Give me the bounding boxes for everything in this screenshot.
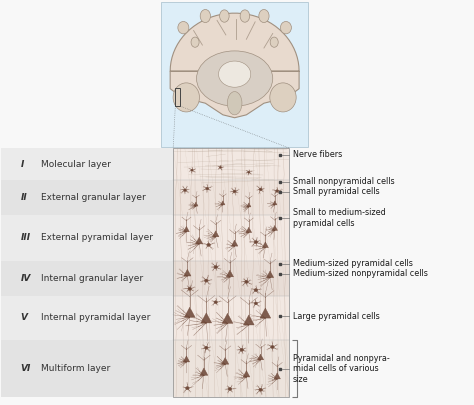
Polygon shape: [244, 315, 254, 325]
Circle shape: [204, 346, 208, 350]
Text: External pyramidal layer: External pyramidal layer: [41, 233, 153, 242]
Bar: [173, 148, 289, 397]
Circle shape: [219, 166, 221, 168]
Circle shape: [191, 169, 193, 171]
Polygon shape: [201, 313, 212, 323]
Circle shape: [188, 287, 191, 290]
Polygon shape: [243, 371, 250, 377]
Ellipse shape: [281, 21, 292, 34]
Text: V: V: [20, 313, 27, 322]
Circle shape: [185, 387, 189, 390]
Circle shape: [204, 279, 208, 282]
Polygon shape: [194, 202, 198, 206]
Bar: [161, 2, 308, 147]
Bar: [0, 340, 173, 397]
Polygon shape: [246, 203, 251, 207]
Polygon shape: [274, 373, 281, 379]
Polygon shape: [170, 13, 299, 118]
Bar: [0, 261, 173, 296]
Bar: [175, 88, 180, 106]
Circle shape: [214, 301, 218, 304]
Polygon shape: [231, 240, 238, 246]
Circle shape: [245, 280, 248, 284]
Circle shape: [183, 189, 187, 192]
Text: Pyramidal and nonpyra-
midal cells of various
size: Pyramidal and nonpyra- midal cells of va…: [293, 354, 390, 384]
Ellipse shape: [270, 83, 296, 112]
Text: Molecular layer: Molecular layer: [41, 160, 111, 168]
Circle shape: [259, 388, 263, 391]
Polygon shape: [183, 356, 190, 362]
Circle shape: [228, 388, 232, 390]
Text: II: II: [20, 193, 27, 202]
Ellipse shape: [197, 51, 273, 106]
Polygon shape: [262, 242, 268, 247]
Circle shape: [254, 288, 258, 292]
Polygon shape: [221, 358, 229, 364]
Text: Nerve fibers: Nerve fibers: [293, 150, 342, 160]
Circle shape: [271, 345, 274, 349]
Text: Large pyramidal cells: Large pyramidal cells: [293, 312, 380, 321]
Polygon shape: [257, 354, 264, 360]
Text: Multiform layer: Multiform layer: [41, 364, 110, 373]
Polygon shape: [273, 201, 277, 205]
Ellipse shape: [259, 9, 269, 23]
Ellipse shape: [191, 37, 199, 47]
Polygon shape: [184, 307, 195, 317]
Bar: [0, 180, 173, 215]
Ellipse shape: [219, 10, 229, 22]
Polygon shape: [183, 226, 189, 232]
Polygon shape: [196, 237, 203, 244]
Polygon shape: [272, 226, 277, 230]
Bar: [0, 148, 173, 180]
Text: VI: VI: [20, 364, 31, 373]
Polygon shape: [226, 270, 234, 277]
Circle shape: [214, 266, 218, 269]
Ellipse shape: [228, 92, 242, 115]
Bar: [173, 261, 289, 296]
Text: Small pyramidal cells: Small pyramidal cells: [293, 187, 379, 196]
Polygon shape: [184, 269, 191, 276]
Bar: [173, 296, 289, 340]
Text: External granular layer: External granular layer: [41, 193, 146, 202]
Polygon shape: [246, 227, 252, 232]
Circle shape: [259, 188, 262, 191]
Ellipse shape: [173, 83, 200, 112]
Bar: [173, 148, 289, 180]
Text: Medium-sized nonpyramidal cells: Medium-sized nonpyramidal cells: [293, 269, 428, 279]
Polygon shape: [266, 271, 273, 277]
Circle shape: [233, 190, 236, 193]
Bar: [173, 215, 289, 261]
Polygon shape: [221, 201, 225, 205]
Polygon shape: [200, 368, 208, 375]
Circle shape: [254, 241, 258, 244]
Ellipse shape: [240, 10, 250, 22]
Ellipse shape: [200, 9, 210, 23]
Text: I: I: [20, 160, 24, 168]
Circle shape: [240, 348, 244, 352]
Text: Small nonpyramidal cells: Small nonpyramidal cells: [293, 177, 394, 186]
Circle shape: [207, 243, 210, 247]
Bar: [0, 296, 173, 340]
Text: Internal pyramidal layer: Internal pyramidal layer: [41, 313, 150, 322]
Ellipse shape: [178, 21, 189, 34]
Bar: [173, 340, 289, 397]
Circle shape: [275, 190, 279, 192]
Text: Medium-sized pyramidal cells: Medium-sized pyramidal cells: [293, 259, 413, 269]
Text: Internal granular layer: Internal granular layer: [41, 274, 143, 283]
Bar: [173, 180, 289, 215]
Polygon shape: [222, 313, 233, 323]
Polygon shape: [260, 308, 271, 318]
Bar: [0, 215, 173, 261]
Text: IV: IV: [20, 274, 31, 283]
Circle shape: [206, 187, 209, 190]
Text: III: III: [20, 233, 31, 242]
Ellipse shape: [219, 61, 251, 87]
Circle shape: [254, 302, 257, 305]
Ellipse shape: [270, 37, 278, 47]
Circle shape: [248, 171, 250, 173]
Text: Small to medium-sized
pyramidal cells: Small to medium-sized pyramidal cells: [293, 208, 385, 228]
Polygon shape: [212, 231, 219, 237]
